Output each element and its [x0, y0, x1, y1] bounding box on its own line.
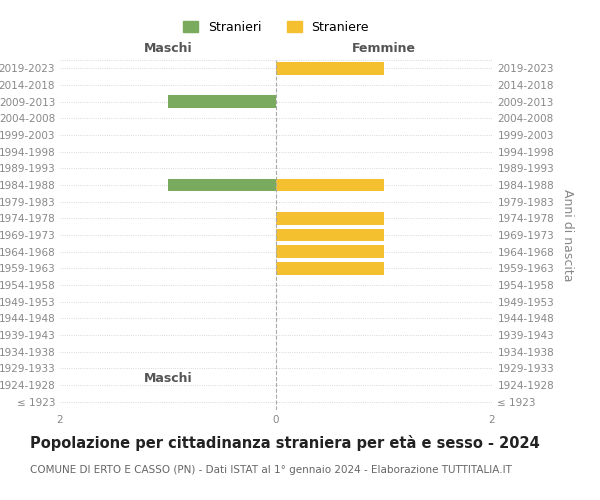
Text: Maschi: Maschi [143, 372, 193, 384]
Text: Femmine: Femmine [352, 42, 416, 55]
Bar [276, 62, 384, 74]
Text: Maschi: Maschi [143, 42, 193, 55]
Bar [276, 179, 384, 192]
Bar [276, 229, 384, 241]
Bar [276, 212, 384, 224]
Legend: Stranieri, Straniere: Stranieri, Straniere [183, 21, 369, 34]
Bar [276, 246, 384, 258]
Y-axis label: Anni di nascita: Anni di nascita [560, 188, 574, 281]
Bar [276, 262, 384, 274]
Bar [168, 96, 276, 108]
Text: Popolazione per cittadinanza straniera per età e sesso - 2024: Popolazione per cittadinanza straniera p… [30, 435, 540, 451]
Bar [168, 179, 276, 192]
Text: COMUNE DI ERTO E CASSO (PN) - Dati ISTAT al 1° gennaio 2024 - Elaborazione TUTTI: COMUNE DI ERTO E CASSO (PN) - Dati ISTAT… [30, 465, 512, 475]
